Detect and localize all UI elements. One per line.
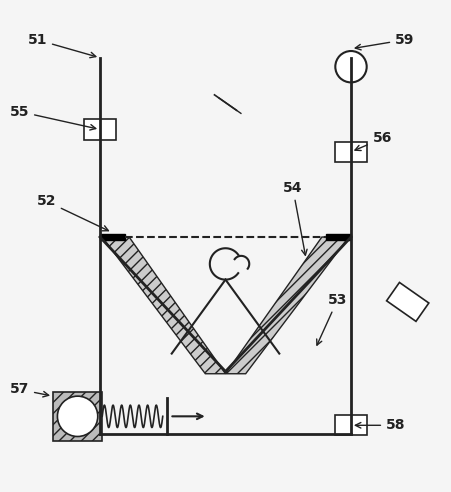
Text: 57: 57 (9, 382, 49, 397)
Text: 54: 54 (283, 181, 307, 255)
Polygon shape (226, 237, 349, 374)
Text: 52: 52 (37, 194, 108, 231)
Bar (335, 415, 367, 435)
Bar (100, 234, 124, 240)
Text: 59: 59 (355, 33, 414, 50)
Bar (84, 120, 116, 140)
Text: 53: 53 (317, 293, 347, 345)
Text: 55: 55 (9, 104, 96, 130)
Circle shape (335, 51, 367, 82)
Text: 51: 51 (28, 33, 96, 58)
Text: 58: 58 (355, 418, 405, 432)
Bar (53, 392, 102, 441)
Bar (335, 142, 367, 162)
Circle shape (57, 396, 98, 436)
Bar (387, 282, 429, 321)
Text: 56: 56 (355, 131, 392, 151)
Bar (327, 234, 351, 240)
Polygon shape (102, 237, 226, 374)
